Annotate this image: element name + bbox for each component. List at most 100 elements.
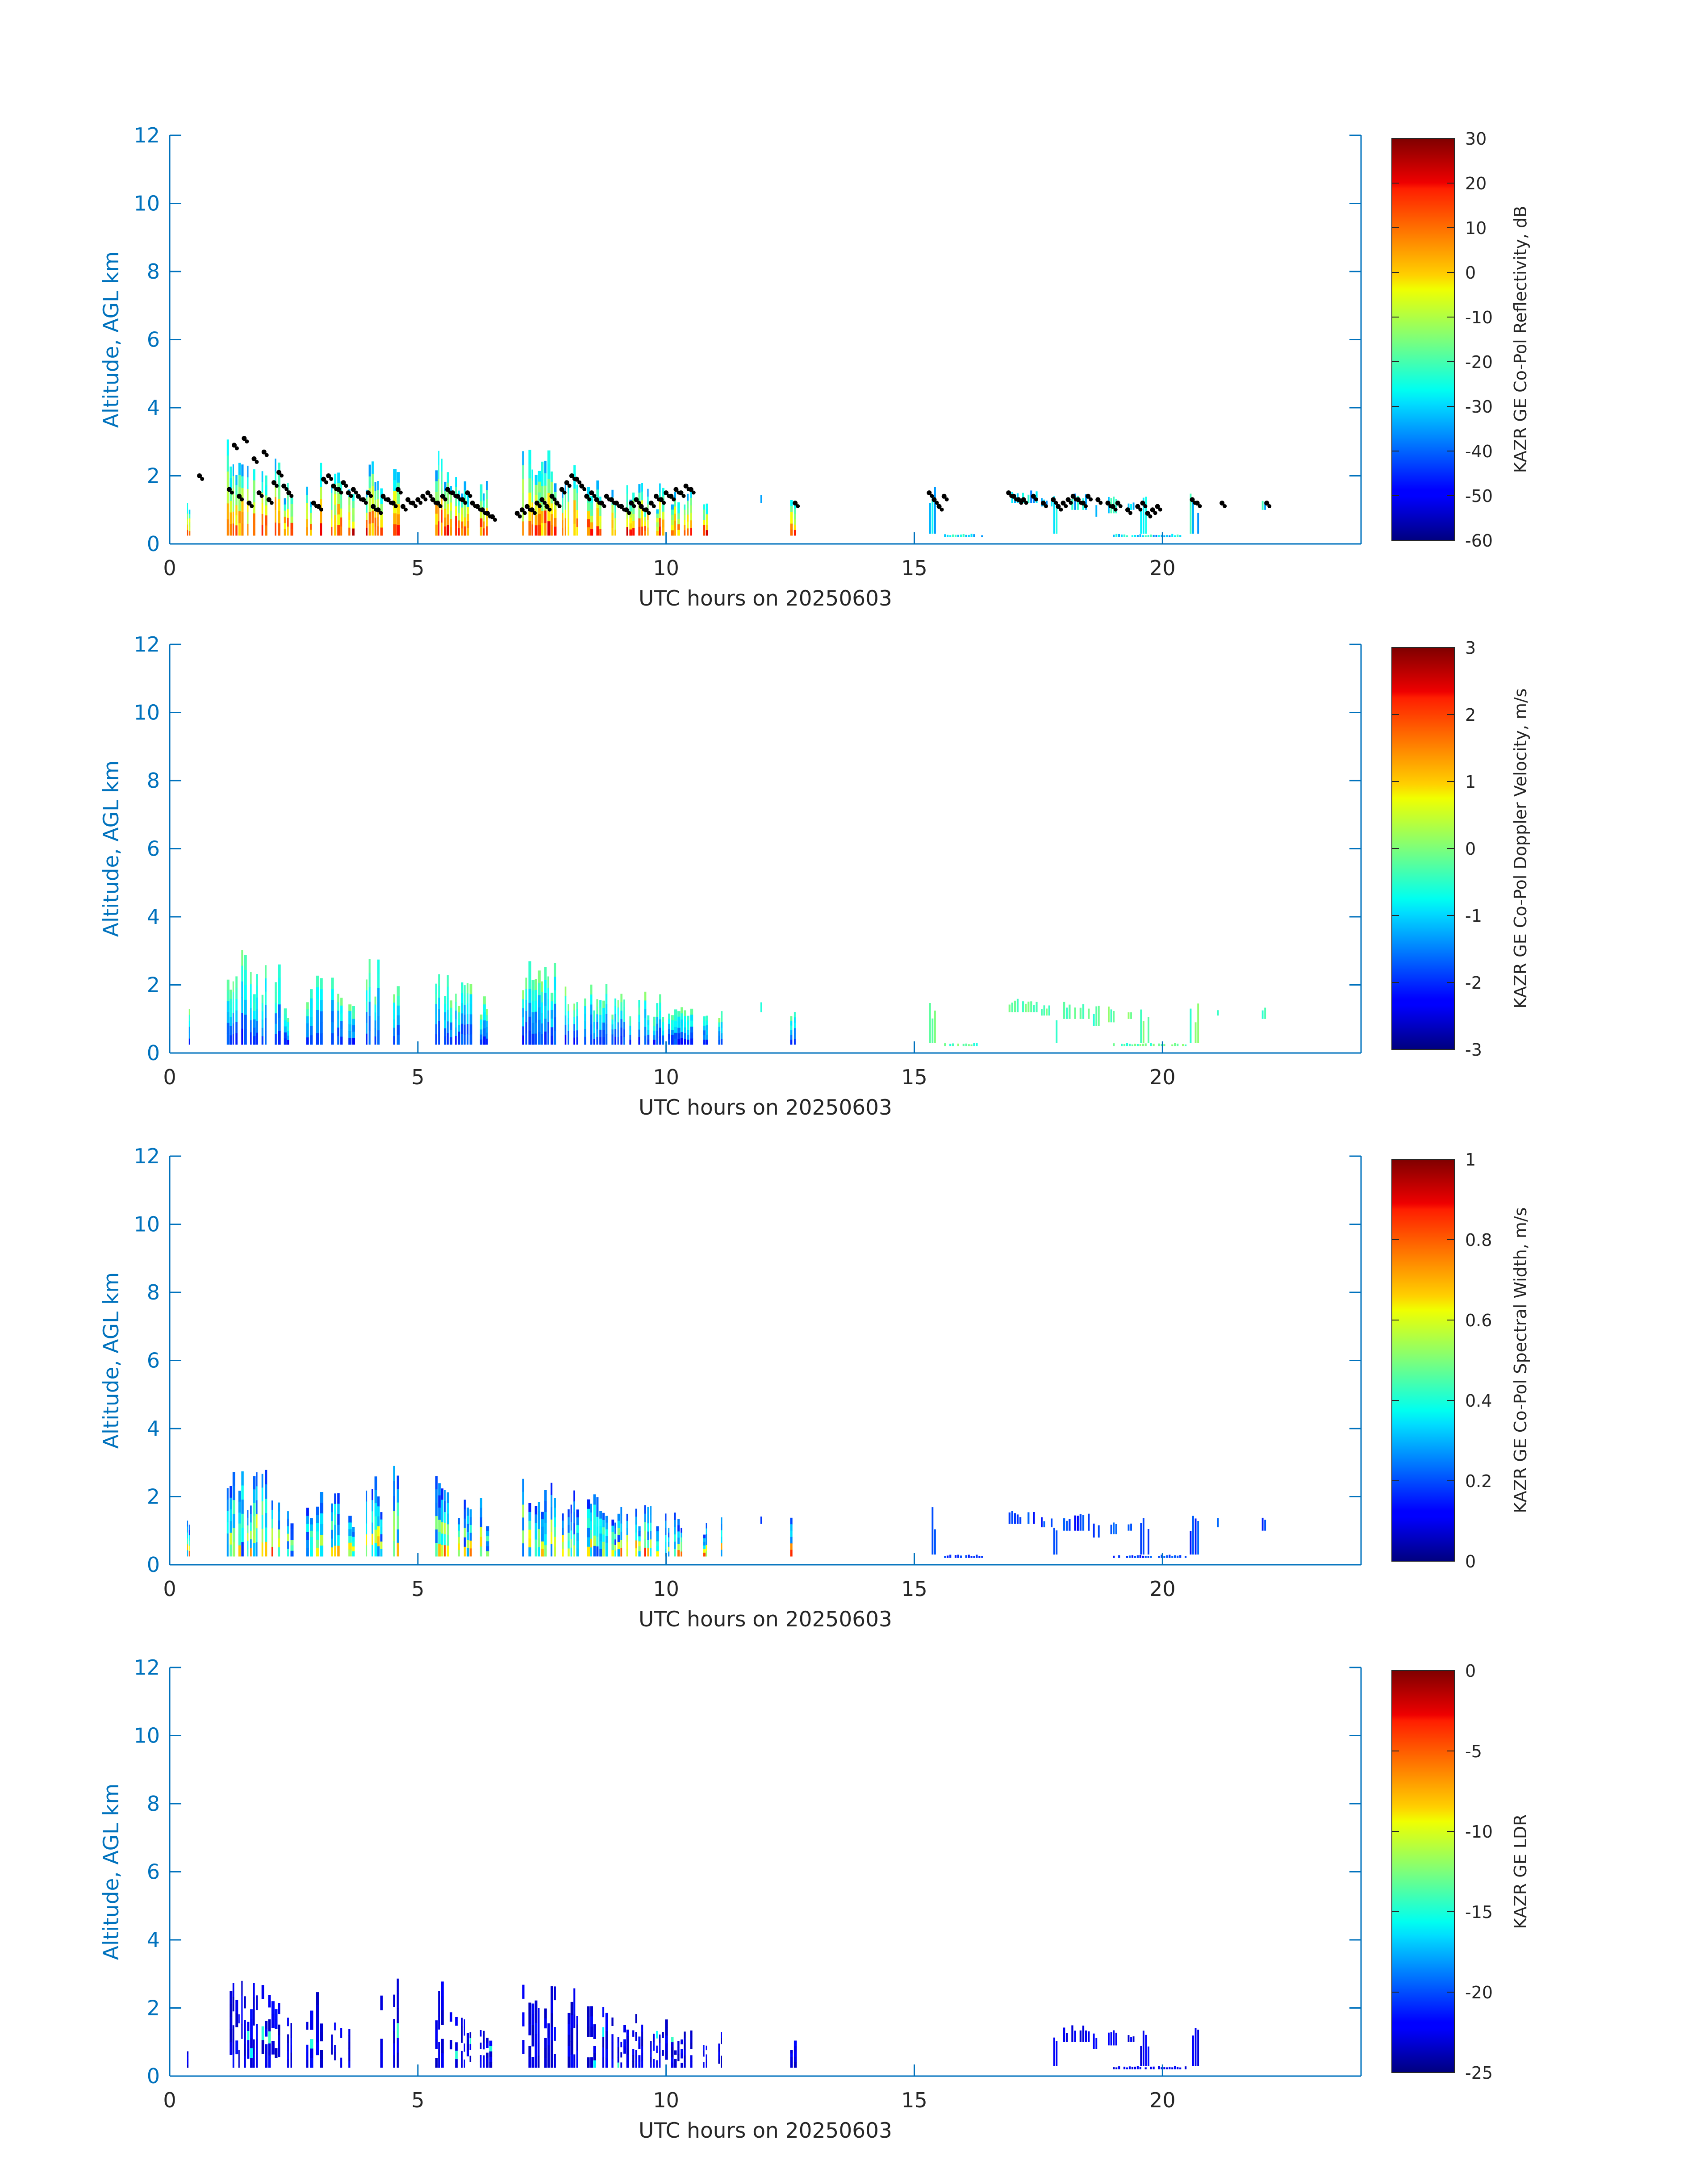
echo-cell [226, 1522, 229, 1534]
colorbar-tick-label: 0.2 [1465, 1471, 1492, 1491]
echo-cell [570, 2041, 573, 2055]
echo-cell [547, 464, 551, 479]
echo-cell [441, 1500, 444, 1512]
echo-cell [187, 1521, 188, 1527]
echo-cell [706, 1523, 707, 1529]
echo-cell [393, 1003, 395, 1011]
echo-cell [593, 1033, 595, 1039]
echo-cell [469, 994, 472, 1005]
echo-cell [348, 2035, 351, 2043]
cloud-base-marker [1155, 504, 1160, 509]
echo-cell [1194, 2028, 1197, 2066]
echo-cell [265, 495, 267, 506]
echo-cell [674, 1021, 677, 1028]
echo-cell [188, 526, 191, 531]
echo-cell [397, 1025, 400, 1035]
echo-cell [626, 2048, 629, 2056]
echo-cell [250, 1505, 252, 1514]
echo-cell [483, 514, 485, 522]
echo-cell [644, 1036, 647, 1045]
echo-cell [461, 493, 464, 501]
echo-cell [366, 1545, 367, 1557]
cloud-base-marker [468, 494, 472, 498]
echo-cell [1033, 496, 1035, 503]
echo-cell [684, 1021, 686, 1028]
cloud-base-marker [425, 490, 430, 496]
cloud-base-marker [653, 493, 659, 499]
echo-cell [486, 1541, 489, 1546]
echo-cell [230, 1544, 232, 1557]
echo-cell [793, 1033, 796, 1040]
echo-cell [441, 1488, 444, 1500]
echo-cell [573, 476, 576, 489]
echo-cell [677, 2041, 680, 2048]
echo-cell [368, 523, 371, 536]
cloud-base-marker [1065, 497, 1071, 502]
echo-cell [366, 1023, 367, 1034]
echo-cell [947, 1555, 949, 1558]
echo-cell [230, 512, 232, 524]
cloud-base-marker [355, 493, 361, 499]
echo-cell [706, 1025, 708, 1031]
echo-cell [687, 521, 689, 529]
echo-cell [647, 1040, 650, 1045]
echo-cell [232, 1997, 234, 2012]
echo-cell [489, 2062, 493, 2068]
echo-cell [275, 1003, 277, 1014]
echo-cell [662, 519, 664, 528]
cloud-base-marker [940, 507, 944, 512]
echo-cell [551, 1507, 553, 1520]
echo-cell [614, 1539, 616, 1546]
echo-cell [674, 1542, 676, 1550]
echo-cell [310, 989, 313, 999]
echo-cell [290, 529, 293, 536]
echo-cell [238, 475, 241, 488]
cloud-base-marker [673, 487, 679, 492]
echo-cell [626, 485, 628, 494]
colorbar-tick-label: 0 [1465, 1661, 1476, 1681]
echo-cell [187, 2054, 189, 2057]
echo-cell [596, 1029, 598, 1037]
echo-cell [278, 1511, 280, 1521]
echo-cell [568, 1024, 569, 1032]
echo-cell [635, 1517, 637, 1525]
echo-cell [241, 1013, 243, 1029]
echo-cell [602, 1513, 605, 1521]
echo-cell [340, 1005, 343, 1014]
echo-cell [374, 1020, 376, 1029]
echo-cell [605, 1549, 608, 1557]
echo-cell [1142, 1518, 1144, 1555]
echo-cell [278, 991, 281, 1005]
echo-cell [522, 1035, 524, 1045]
echo-cell [441, 2053, 444, 2068]
echo-cell [665, 2019, 668, 2028]
echo-cell [544, 473, 547, 486]
echo-cell [348, 527, 351, 536]
echo-cell [188, 514, 191, 519]
echo-cell [1095, 505, 1098, 517]
echo-cell [547, 987, 549, 999]
echo-cell [1118, 2066, 1120, 2069]
echo-cell [599, 1541, 602, 1549]
echo-cell [949, 1044, 952, 1046]
echo-cell [1098, 1006, 1100, 1026]
echo-cell [348, 1536, 352, 1543]
echo-cell [380, 1512, 383, 1520]
echo-cell [1082, 1515, 1085, 1531]
echo-cell [334, 2052, 336, 2060]
echo-cell [435, 524, 438, 536]
echo-cell [1033, 1512, 1035, 1524]
echo-cell [393, 994, 395, 1003]
echo-cell [687, 1020, 689, 1026]
echo-cell [483, 493, 485, 501]
echo-cell [568, 1525, 570, 1533]
echo-cell [352, 1019, 355, 1026]
echo-cell [464, 1518, 466, 1529]
echo-cell [435, 514, 438, 525]
echo-cell [397, 2008, 399, 2023]
cloud-base-marker [438, 504, 443, 508]
echo-cell [760, 495, 762, 503]
echo-cell [573, 465, 576, 477]
echo-cell [372, 486, 374, 499]
echo-cell [538, 2008, 540, 2020]
